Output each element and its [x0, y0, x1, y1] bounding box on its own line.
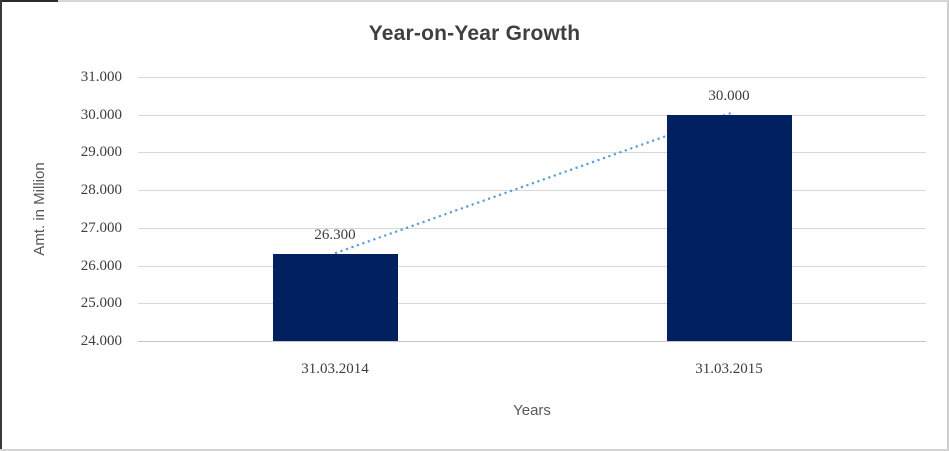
frame-border-bottom — [0, 449, 949, 451]
plot-area — [138, 77, 926, 342]
bar-value-label: 26.300 — [314, 227, 356, 244]
y-tick-label: 27.000 — [80, 219, 122, 236]
frame-border-left — [0, 0, 2, 451]
gridline — [138, 303, 926, 305]
x-axis-title: Years — [513, 402, 551, 419]
y-axis-title: Amt. in Million — [31, 162, 48, 256]
gridline — [138, 265, 926, 267]
bar-31.03.2014 — [272, 254, 398, 341]
frame-border-top-corner — [0, 0, 58, 2]
chart-title: Year-on-Year Growth — [368, 22, 581, 45]
x-tick-label: 31.03.2015 — [695, 361, 763, 377]
frame-border-right — [947, 0, 949, 451]
bar-value-label: 30.000 — [708, 87, 750, 104]
frame-border-top — [0, 0, 949, 2]
bar-31.03.2015 — [666, 114, 792, 341]
y-tick-label: 30.000 — [80, 106, 122, 123]
y-tick-label: 24.000 — [80, 333, 122, 349]
gridline — [138, 77, 926, 78]
y-tick-label: 29.000 — [80, 144, 122, 161]
gridline — [138, 152, 926, 154]
y-tick-label: 31.000 — [80, 69, 122, 85]
y-tick-label: 26.000 — [80, 257, 122, 274]
y-tick-label: 25.000 — [80, 295, 122, 312]
gridline — [138, 227, 926, 229]
x-axis-baseline — [138, 341, 926, 342]
x-tick-label: 31.03.2014 — [301, 361, 369, 377]
gridline — [138, 114, 926, 116]
gridline — [138, 190, 926, 192]
y-tick-label: 28.000 — [80, 182, 122, 199]
